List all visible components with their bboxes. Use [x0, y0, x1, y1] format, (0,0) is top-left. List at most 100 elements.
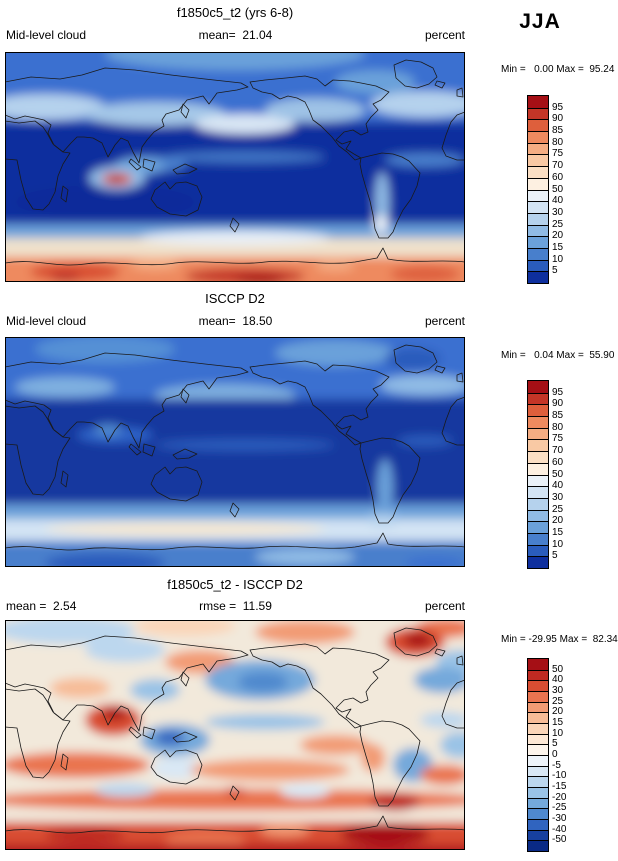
colorbar-tick-label: 5 — [552, 738, 558, 750]
colorbar-cell — [528, 829, 548, 841]
colorbar-cell — [528, 797, 548, 809]
colorbar-cell — [528, 722, 548, 734]
variable-label: Mid-level cloud — [6, 28, 87, 42]
colorbar-cell — [528, 786, 548, 798]
colorbar-tick-label: -20 — [552, 791, 567, 803]
colorbar-tick-label: 10 — [552, 727, 564, 739]
map-model — [5, 52, 465, 282]
colorbar-cell — [528, 669, 548, 681]
colorbar-tick-label: 5 — [552, 265, 558, 277]
colorbar-cell — [528, 486, 548, 498]
colorbar — [527, 658, 549, 852]
colorbar-cell — [528, 712, 548, 723]
colorbar-tick-label: 30 — [552, 206, 564, 218]
colorbar-tick-label: -15 — [552, 781, 567, 792]
colorbar-cell — [528, 271, 548, 283]
colorbar-tick-label: -40 — [552, 823, 567, 835]
colorbar-cell — [528, 733, 548, 745]
colorbar — [527, 380, 549, 569]
colorbar-cell — [528, 690, 548, 702]
colorbar-cell — [528, 818, 548, 830]
colorbar-tick-label: 40 — [552, 674, 564, 686]
units-label: percent — [424, 314, 465, 328]
colorbar-tick-label: 25 — [552, 695, 564, 707]
colorbar-tick-label: 10 — [552, 253, 564, 265]
colorbar-tick-label: 50 — [552, 183, 564, 195]
colorbar-cell — [528, 142, 548, 155]
panel-header: Mid-level cloud mean= 18.50 percent — [6, 314, 465, 328]
panel-header: mean = 2.54 rmse = 11.59 percent — [6, 599, 465, 613]
season-label: JJA — [519, 10, 561, 33]
mean-label: mean= 18.50 — [198, 314, 273, 328]
colorbar-cell — [528, 808, 548, 819]
colorbar-cell — [528, 416, 548, 428]
colorbar-cell — [528, 532, 548, 545]
colorbar-cell — [528, 509, 548, 522]
minmax-label: Min = -29.95 Max = 82.34 — [501, 634, 618, 645]
colorbar-tick-label: 90 — [552, 113, 564, 125]
colorbar-cell — [528, 259, 548, 272]
colorbar-tick-label: 15 — [552, 717, 564, 728]
colorbar-tick-label: -5 — [552, 759, 561, 771]
colorbar-tick-label: 5 — [552, 550, 558, 562]
colorbar-cell — [528, 177, 548, 190]
colorbar-tick-label: 40 — [552, 195, 564, 207]
colorbar-cell — [528, 224, 548, 237]
mean-label: mean = 2.54 — [6, 599, 77, 613]
colorbar-cell — [528, 236, 548, 248]
colorbar-tick-label: 15 — [552, 241, 564, 253]
minmax-label: Min = 0.04 Max = 55.90 — [501, 350, 615, 361]
variable-label: Mid-level cloud — [6, 314, 87, 328]
colorbar-tick-label: -25 — [552, 802, 567, 814]
colorbar — [527, 95, 549, 284]
colorbar-tick-label: 60 — [552, 171, 564, 183]
colorbar-tick-label: 25 — [552, 218, 564, 230]
colorbar-tick-label: 20 — [552, 515, 564, 527]
colorbar-tick-label: 15 — [552, 526, 564, 538]
colorbar-tick-label: 20 — [552, 230, 564, 242]
colorbar-tick-label: 10 — [552, 538, 564, 550]
colorbar-ticks: 95 90 85 80 75 70 60 50 40 30 25 20 15 10 5 — [552, 381, 586, 568]
colorbar-tick-label: 30 — [552, 685, 564, 696]
map-diff — [5, 620, 465, 850]
colorbar-tick-label: 95 — [552, 101, 564, 113]
colorbar-cell — [528, 701, 548, 713]
colorbar-tick-label: 80 — [552, 136, 564, 148]
panel-title: f1850c5_t2 (yrs 6-8) — [176, 5, 294, 20]
colorbar-tick-label: 20 — [552, 706, 564, 718]
colorbar-cell — [528, 521, 548, 533]
colorbar-tick-label: -50 — [552, 834, 567, 846]
colorbar-tick-label: 80 — [552, 421, 564, 433]
colorbar-cell — [528, 189, 548, 202]
colorbar-cell — [528, 474, 548, 487]
units-label: percent — [424, 599, 465, 613]
colorbar-tick-label: 30 — [552, 491, 564, 503]
colorbar-cell — [528, 427, 548, 440]
colorbar-cell — [528, 462, 548, 475]
units-label: percent — [424, 28, 465, 42]
colorbar-cell — [528, 119, 548, 132]
panel-header: Mid-level cloud mean= 21.04 percent — [6, 28, 465, 42]
colorbar-cell — [528, 776, 548, 787]
colorbar-tick-label: 85 — [552, 125, 564, 137]
colorbar-tick-label: -10 — [552, 770, 567, 782]
rmse-label: rmse = 11.59 — [199, 599, 272, 613]
colorbar-tick-label: 85 — [552, 410, 564, 422]
colorbar-cell — [528, 131, 548, 143]
colorbar-cell — [528, 765, 548, 777]
world-map-obs — [5, 337, 465, 567]
colorbar-tick-label: 60 — [552, 456, 564, 468]
map-obs — [5, 337, 465, 567]
minmax-label: Min = 0.00 Max = 95.24 — [501, 64, 615, 75]
colorbar-cell — [528, 744, 548, 755]
colorbar-cell — [528, 381, 548, 393]
colorbar-tick-label: 0 — [552, 749, 558, 760]
colorbar-cell — [528, 392, 548, 405]
panel-title: ISCCP D2 — [205, 291, 265, 306]
colorbar-cell — [528, 201, 548, 213]
colorbar-cell — [528, 680, 548, 691]
mean-label: mean= 21.04 — [198, 28, 273, 42]
colorbar-tick-label: -30 — [552, 813, 567, 824]
colorbar-tick-label: 70 — [552, 445, 564, 457]
